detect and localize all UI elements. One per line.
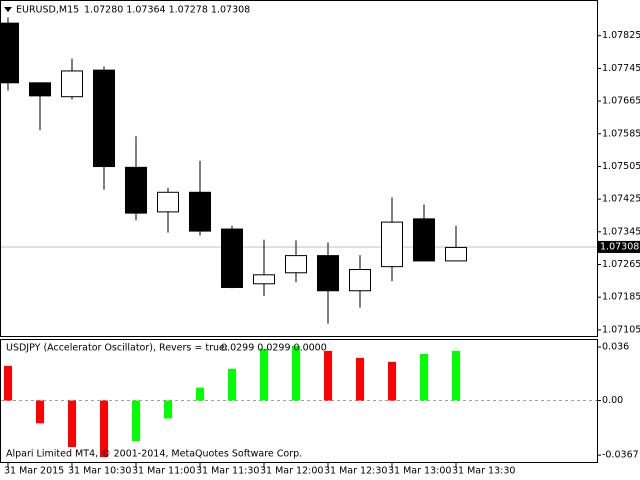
- oscillator-bar: [420, 353, 428, 401]
- oscillator-bar: [228, 368, 236, 401]
- x-tick-label: 31 Mar 11:00: [132, 466, 195, 477]
- x-tick-label: 31 Mar 10:30: [68, 466, 131, 477]
- current-price-label: 1.07308: [600, 241, 639, 252]
- y-tick-label: 1.07345: [602, 226, 640, 237]
- y-tick-label: 1.07265: [602, 259, 640, 270]
- symbol-title: EURUSD,M15: [16, 5, 79, 16]
- y-tick-label: 1.07825: [602, 30, 640, 41]
- candle-body: [285, 255, 307, 274]
- copyright: Alpari Limited MT4, © 2001-2014, MetaQuo…: [6, 449, 302, 460]
- y-tick-label: 1.07665: [602, 96, 640, 107]
- y-tick-label: 1.07745: [602, 63, 640, 74]
- x-tick-label: 31 Mar 13:00: [388, 466, 451, 477]
- candle-body: [61, 70, 83, 98]
- y-tick-label: -0.0367: [602, 450, 639, 461]
- current-price-box: [598, 240, 640, 253]
- candle-body: [189, 191, 211, 232]
- y-tick-label: 1.07425: [602, 194, 640, 205]
- candle-body: [221, 228, 243, 288]
- oscillator-bar: [100, 400, 108, 458]
- y-tick-label: 1.07105: [602, 324, 640, 335]
- menu-triangle[interactable]: [4, 7, 12, 12]
- y-tick-label: 1.07585: [602, 128, 640, 139]
- candle-body: [445, 246, 467, 262]
- candle-body: [349, 269, 371, 292]
- oscillator-bar: [324, 351, 332, 401]
- oscillator-bar: [132, 400, 140, 442]
- ohlc-header: 1.07280 1.07364 1.07278 1.07308: [84, 5, 250, 16]
- candle-body: [29, 82, 51, 97]
- candle-body: [157, 191, 179, 213]
- indicator-title: USDJPY (Accelerator Oscillator), Revers …: [6, 343, 228, 354]
- oscillator-bar: [388, 361, 396, 401]
- y-tick-label: 1.07505: [602, 161, 640, 172]
- oscillator-bar: [36, 400, 44, 424]
- oscillator-bar: [4, 365, 12, 401]
- candle-body: [413, 218, 435, 262]
- y-tick-label: 0.036: [602, 341, 629, 352]
- oscillator-bar: [356, 357, 364, 401]
- oscillator-bar: [68, 400, 76, 448]
- oscillator-bar: [164, 400, 172, 419]
- oscillator-bar: [196, 387, 204, 401]
- candle-body: [381, 221, 403, 268]
- candle-body: [317, 255, 339, 292]
- oscillator-bar: [292, 345, 300, 401]
- candle-body: [93, 69, 115, 168]
- indicator-values: 0.0299 0.0299 0.0000: [221, 343, 327, 354]
- x-tick-label: 31 Mar 13:30: [452, 466, 515, 477]
- x-tick-label: 31 Mar 11:30: [196, 466, 259, 477]
- candle-body: [125, 166, 147, 214]
- x-tick-label: 31 Mar 2015: [4, 466, 64, 477]
- oscillator-bar: [260, 348, 268, 401]
- main-frame: [0, 0, 598, 337]
- y-tick-label: 0.00: [602, 395, 623, 406]
- candle-body: [0, 22, 19, 84]
- candle-body: [253, 274, 275, 285]
- x-tick-label: 31 Mar 12:30: [324, 466, 387, 477]
- y-tick-label: 1.07185: [602, 292, 640, 303]
- x-tick-label: 31 Mar 12:00: [260, 466, 323, 477]
- oscillator-bar: [452, 351, 460, 401]
